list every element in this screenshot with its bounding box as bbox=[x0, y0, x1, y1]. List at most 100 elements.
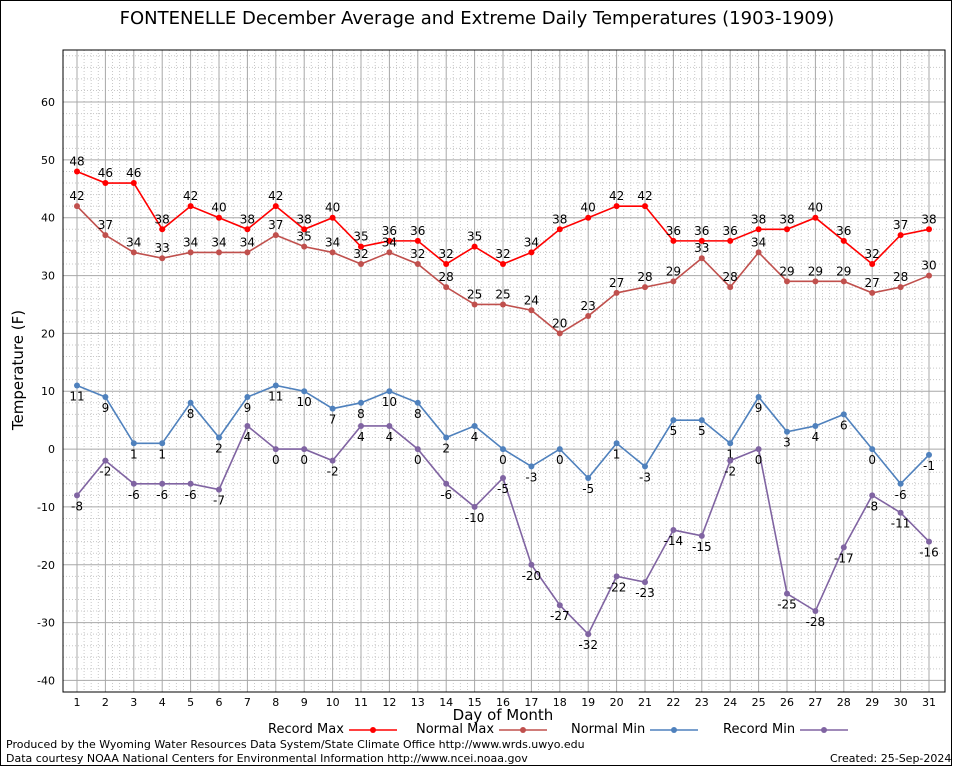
normal-min-point bbox=[528, 463, 535, 470]
legend-record-max-label: Record Max bbox=[268, 722, 344, 737]
x-tick-label: 8 bbox=[272, 696, 279, 709]
record-max-point bbox=[897, 232, 904, 239]
record-max-data-label: 32 bbox=[495, 247, 510, 261]
record-min-data-label: 4 bbox=[244, 430, 252, 444]
record-max-data-label: 40 bbox=[211, 201, 226, 215]
y-tick-label: 10 bbox=[41, 385, 55, 398]
record-max-series: 48 46 46 38 42 40 38 42 38 40 35 36 36 32 35 32 34 38 40 42… bbox=[69, 154, 937, 267]
record-max-point bbox=[812, 214, 819, 221]
record-min-data-label: -8 bbox=[866, 499, 878, 513]
normal-min-point bbox=[216, 434, 222, 441]
record-max-point bbox=[727, 237, 734, 244]
record-max-data-label: 46 bbox=[98, 166, 113, 180]
normal-max-point bbox=[187, 249, 194, 256]
record-max-data-label: 37 bbox=[893, 218, 908, 232]
normal-max-point bbox=[755, 249, 762, 256]
record-min-data-label: -11 bbox=[891, 517, 911, 531]
normal-min-point bbox=[812, 422, 819, 429]
normal-max-point bbox=[216, 249, 222, 256]
normal-max-point bbox=[102, 232, 109, 239]
record-min-data-label: -27 bbox=[550, 609, 570, 623]
record-min-series: -8-2-6 -6 -6 -740 0-24 40-6-10-5-20-27-32-22-… bbox=[71, 422, 939, 652]
record-min-data-label: -25 bbox=[777, 598, 797, 612]
y-tick-label: 0 bbox=[48, 443, 55, 456]
record-min-point bbox=[670, 527, 677, 534]
normal-min-data-label: -5 bbox=[582, 482, 594, 496]
x-tick-label: 18 bbox=[553, 696, 567, 709]
record-max-point bbox=[102, 180, 109, 187]
normal-min-data-label: 1 bbox=[130, 447, 138, 461]
normal-max-point bbox=[727, 284, 734, 291]
y-tick-label: -40 bbox=[37, 674, 55, 687]
record-max-data-label: 35 bbox=[467, 230, 482, 244]
y-tick-label: -30 bbox=[37, 617, 55, 630]
x-tick-label: 6 bbox=[216, 696, 223, 709]
legend-lines bbox=[349, 727, 848, 733]
normal-max-point bbox=[414, 261, 421, 267]
x-tick-label: 24 bbox=[723, 696, 737, 709]
record-min-data-label: 0 bbox=[300, 453, 308, 467]
record-min-data-label: 0 bbox=[272, 453, 280, 467]
record-min-point bbox=[812, 608, 819, 615]
x-tick-label: 28 bbox=[837, 696, 851, 709]
record-max-data-label: 48 bbox=[69, 154, 84, 168]
x-tick-label: 17 bbox=[524, 696, 538, 709]
x-tick-label: 19 bbox=[581, 696, 595, 709]
record-min-data-label: -6 bbox=[440, 488, 452, 502]
normal-min-point bbox=[130, 440, 137, 447]
normal-min-point bbox=[244, 394, 251, 401]
x-tick-label: 13 bbox=[411, 696, 425, 709]
normal-max-data-label: 29 bbox=[808, 264, 823, 278]
normal-max-point bbox=[74, 203, 80, 210]
y-tick-label: 40 bbox=[41, 212, 55, 225]
record-min-point bbox=[784, 590, 790, 597]
x-tick-label: 30 bbox=[894, 696, 908, 709]
major-grid bbox=[63, 50, 945, 692]
record-max-point bbox=[840, 237, 847, 244]
x-tick-label: 27 bbox=[808, 696, 822, 709]
normal-max-data-label: 28 bbox=[723, 270, 738, 284]
normal-min-data-label: 1 bbox=[158, 447, 166, 461]
x-tick-label: 29 bbox=[865, 696, 879, 709]
record-min-point bbox=[272, 446, 279, 453]
record-min-data-label: -6 bbox=[128, 488, 140, 502]
normal-min-data-label: 2 bbox=[442, 442, 450, 456]
normal-min-data-label: 3 bbox=[783, 436, 791, 450]
normal-min-data-label: 8 bbox=[187, 407, 195, 421]
legend-normal-min-label: Normal Min bbox=[571, 722, 646, 737]
record-min-point bbox=[329, 457, 336, 464]
footer-data-courtesy: Data courtesy NOAA National Centers for … bbox=[6, 752, 528, 765]
x-tick-label: 14 bbox=[439, 696, 453, 709]
record-max-data-label: 40 bbox=[325, 201, 340, 215]
normal-min-point bbox=[329, 405, 336, 412]
normal-min-data-label: -1 bbox=[923, 459, 935, 473]
normal-min-data-label: 9 bbox=[755, 401, 763, 415]
normal-max-point bbox=[443, 284, 450, 291]
normal-max-point bbox=[500, 301, 506, 308]
normal-min-data-label: -3 bbox=[525, 470, 537, 484]
normal-min-point bbox=[74, 382, 80, 389]
normal-min-point bbox=[386, 388, 393, 395]
normal-max-point bbox=[613, 289, 620, 296]
record-max-point bbox=[698, 237, 705, 244]
record-max-point bbox=[159, 226, 166, 233]
record-max-point bbox=[471, 243, 478, 250]
record-min-point bbox=[500, 475, 506, 481]
normal-max-point bbox=[784, 278, 790, 285]
normal-min-point bbox=[926, 451, 932, 458]
record-min-data-label: -23 bbox=[635, 586, 655, 600]
record-min-point bbox=[244, 422, 251, 429]
normal-max-data-label: 32 bbox=[410, 247, 425, 261]
record-max-point bbox=[329, 214, 336, 221]
normal-max-point bbox=[159, 255, 166, 262]
record-min-data-label: 4 bbox=[386, 430, 394, 444]
record-min-data-label: -2 bbox=[327, 465, 339, 479]
normal-min-point bbox=[301, 388, 308, 395]
record-min-point bbox=[414, 446, 421, 453]
record-max-point bbox=[755, 226, 762, 233]
normal-max-point bbox=[301, 243, 308, 250]
normal-min-data-label: 4 bbox=[812, 430, 820, 444]
record-min-data-label: -8 bbox=[71, 499, 83, 513]
record-max-data-label: 38 bbox=[552, 212, 567, 226]
